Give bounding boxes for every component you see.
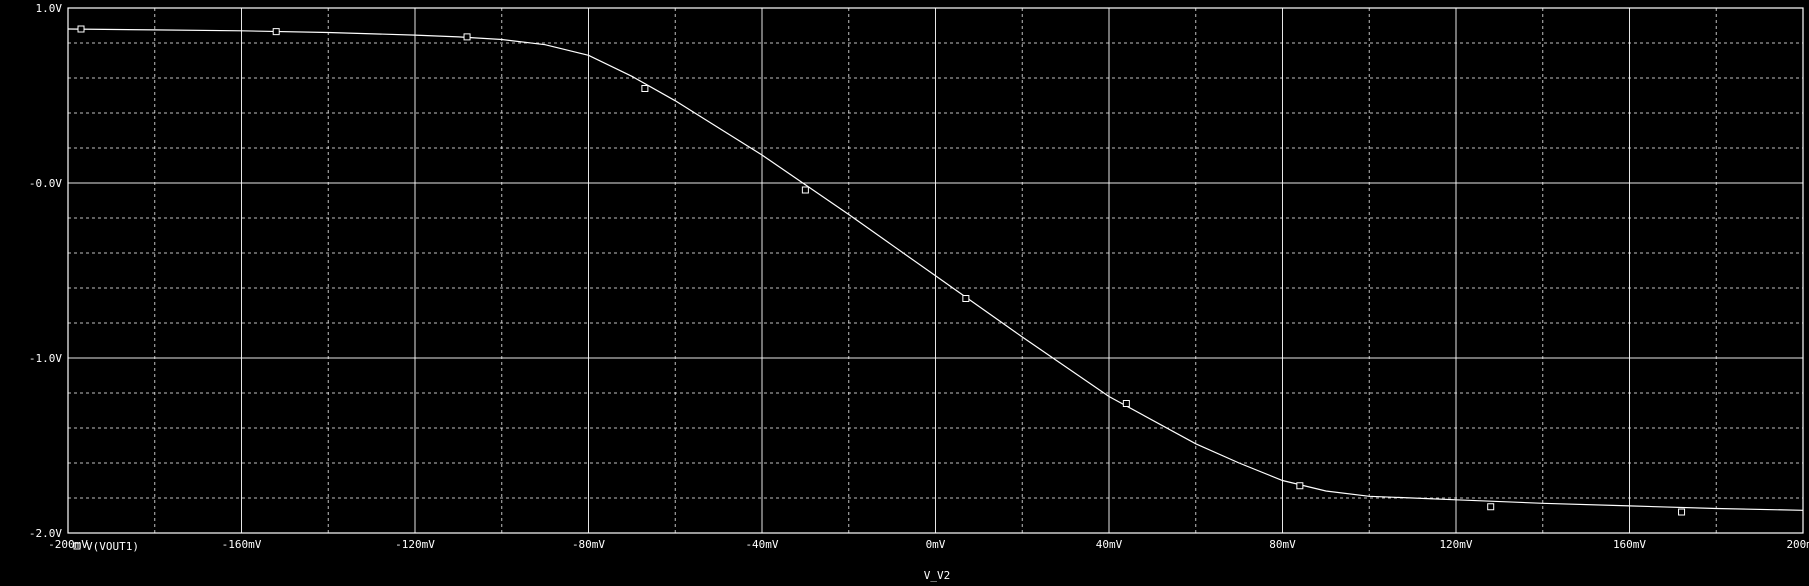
legend: V(VOUT1): [73, 540, 139, 553]
legend-label: V(VOUT1): [86, 540, 139, 553]
x-tick-label: 80mV: [1269, 538, 1296, 551]
x-tick-label: -120mV: [395, 538, 435, 551]
series-marker-square: [1487, 503, 1495, 511]
series-layer: [67, 25, 1804, 516]
series-marker-square: [272, 28, 280, 36]
series-marker-square: [1678, 508, 1686, 516]
x-tick-label: -80mV: [572, 538, 605, 551]
y-tick-label: -1.0V: [29, 352, 62, 365]
x-tick-label: 40mV: [1096, 538, 1123, 551]
series-marker-square: [1296, 482, 1304, 490]
x-tick-label: 200mV: [1786, 538, 1809, 551]
grid: [68, 8, 1803, 533]
series-marker-square: [1122, 400, 1130, 407]
tick-labels: -200mV -160mV -120mV -80mV -40mV 0mV 40mV 80mV 1…: [29, 2, 1809, 551]
y-tick-label: -0.0V: [29, 177, 62, 190]
x-tick-label: -40mV: [745, 538, 778, 551]
plot-frame: [67, 7, 1804, 534]
x-tick-label: 160mV: [1613, 538, 1646, 551]
x-tick-label: 120mV: [1439, 538, 1472, 551]
series-marker-square: [801, 186, 809, 194]
y-tick-label: -2.0V: [29, 527, 62, 540]
x-tick-label: -200mV: [48, 538, 88, 551]
series-marker-square: [962, 295, 970, 302]
series-marker-square: [77, 25, 85, 33]
series-marker-square: [463, 33, 471, 41]
x-tick-label: -160mV: [222, 538, 262, 551]
x-axis-label: V_V2: [924, 569, 951, 582]
x-tick-label: 0mV: [926, 538, 946, 551]
legend-marker-square-icon: [73, 542, 81, 550]
series-line-vout1: [67, 28, 1804, 511]
axes: [67, 7, 1804, 534]
y-tick-label: 1.0V: [36, 2, 63, 15]
series-marker-square: [641, 85, 649, 92]
